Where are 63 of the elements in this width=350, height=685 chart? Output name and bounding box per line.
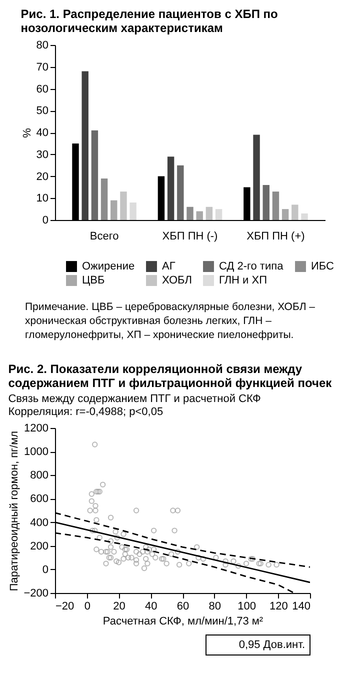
legend-label: ЦВБ: [82, 274, 105, 286]
y-axis-title: Паратиреоидный гормон, пг/мл: [8, 430, 21, 592]
x-tick-label: 20: [113, 600, 126, 612]
legend-label: ХОБЛ: [162, 274, 192, 286]
x-axis-title: Расчетная СКФ, мл/мин/1,73 м²: [102, 616, 264, 628]
y-tick-label: 0: [42, 214, 48, 226]
legend-label: Ожирение: [82, 260, 135, 273]
bar: [120, 192, 127, 220]
y-tick-label: 30: [36, 148, 48, 161]
legend-label: СД 2-го типа: [219, 260, 284, 273]
y-tick-label: 70: [36, 61, 48, 74]
y-tick-label: 40: [36, 127, 48, 139]
chart-subtitle: Связь между содержанием ПТГ и расчетной СКФ: [8, 393, 261, 405]
y-tick-label: 600: [30, 493, 48, 506]
y-tick-label: 200: [30, 540, 48, 552]
bar: [215, 209, 222, 220]
bar: [110, 200, 118, 220]
bar: [130, 202, 136, 220]
y-tick-label: 800: [30, 470, 48, 482]
x-tick-label: ХБП ПН (-): [162, 230, 218, 242]
y-tick-label: 20: [36, 170, 48, 183]
y-tick-label: 1200: [24, 422, 48, 434]
x-tick-label: 40: [145, 600, 158, 612]
bar: [100, 178, 108, 220]
y-tick-label: 0: [42, 564, 48, 576]
bar: [292, 204, 298, 220]
bar: [253, 134, 260, 220]
bar: [167, 156, 174, 220]
x-tick-label: 140: [292, 600, 310, 612]
x-tick-label: ХБП ПН (+): [246, 230, 305, 242]
x-tick-label: −20: [56, 600, 74, 612]
text: Примечание. ЦВБ – цереброваскулярные болезни, ХОБЛ – хроническая обструктивная болезнь легких, ГЛН – гломерулонефриты, ХП – хронические пиелонефриты.: [25, 301, 316, 341]
bar: [282, 209, 289, 220]
chart-title: Рис. 1. Распределение пациентов с ХБП по нозологическим характеристикам: [20, 7, 278, 35]
y-tick-label: 50: [36, 105, 48, 118]
text: 0,95 Дов.инт.: [238, 639, 305, 651]
y-tick-label: 10: [36, 192, 48, 205]
bar: [262, 185, 270, 220]
legend-label: ГЛН и ХП: [219, 274, 268, 286]
bar: [196, 211, 203, 220]
x-tick-label: 0: [84, 600, 90, 612]
y-tick-label: 1000: [24, 446, 48, 458]
y-tick-label: 400: [30, 516, 48, 529]
bar: [186, 206, 194, 220]
y-tick-label: 80: [36, 40, 48, 52]
bar: [91, 130, 98, 220]
legend-label: ИБС: [311, 260, 334, 273]
bar: [177, 165, 184, 220]
legend-label: АГ: [162, 260, 176, 273]
x-tick-label: 80: [208, 600, 221, 612]
y-tick-label: 60: [36, 83, 48, 96]
bar: [301, 213, 308, 220]
y-tick-label: −200: [24, 588, 48, 600]
text: Корреляция: r=-0,4988; p<0,05: [8, 406, 164, 418]
chart-title: Рис. 2. Показатели корреляционной связи между содержанием ПТГ и фильтрационной функцией почек: [8, 362, 333, 390]
bar: [272, 192, 280, 220]
x-tick-label: Всего: [90, 230, 119, 242]
x-tick-label: 100: [238, 600, 256, 612]
x-tick-label: 120: [269, 600, 288, 612]
bar: [82, 71, 88, 220]
x-tick-label: 60: [176, 600, 190, 612]
bar: [206, 206, 213, 220]
y-axis-title: %: [21, 128, 34, 138]
